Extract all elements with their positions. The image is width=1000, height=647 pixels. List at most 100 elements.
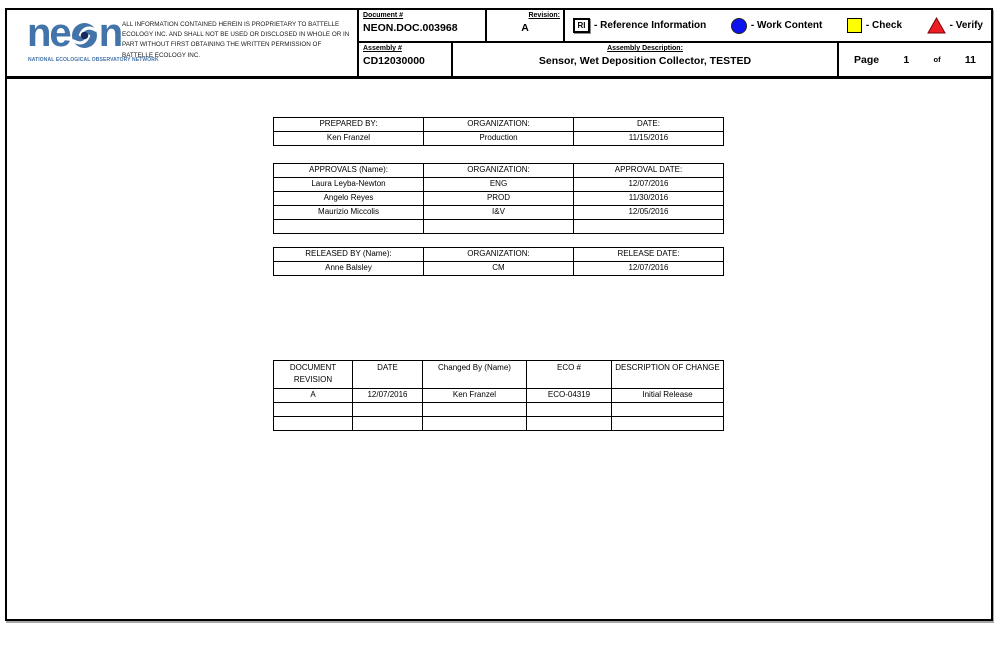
column-header: PREPARED BY: [273, 117, 424, 132]
column-header: ECO # [526, 360, 612, 389]
page-indicator: Page 1 of 11 [839, 43, 991, 76]
table-cell: Laura Leyba-Newton [273, 177, 424, 192]
page-current: 1 [903, 53, 910, 66]
table-cell [352, 416, 423, 431]
table-cell [611, 402, 724, 417]
table-cell: 11/30/2016 [573, 191, 724, 206]
table-cell: Anne Balsley [273, 261, 424, 276]
table-cell: 11/15/2016 [573, 131, 724, 146]
table-cell: Maurizio Miccolis [273, 205, 424, 220]
document-number-label: Document # [363, 12, 404, 19]
table-cell [273, 219, 424, 234]
column-header: ORGANIZATION: [423, 117, 574, 132]
reference-information-icon: RI [573, 18, 590, 33]
table-cell [573, 219, 724, 234]
table-cell: I&V [423, 205, 574, 220]
legend-label: - Reference Information [594, 20, 707, 31]
assembly-description-label: Assembly Description: [607, 45, 683, 52]
legend-label: - Work Content [750, 20, 823, 31]
legend-label: - Check [865, 20, 903, 31]
column-header: Changed By (Name) [422, 360, 527, 389]
table-cell: Initial Release [611, 388, 724, 403]
logo-text-end: n [98, 11, 123, 55]
table-cell: 12/07/2016 [573, 177, 724, 192]
legend-reference-information: RI - Reference Information [573, 18, 706, 33]
table-row [273, 416, 724, 431]
revision-history-table: DOCUMENT REVISION DATE Changed By (Name)… [273, 360, 724, 431]
legend-work-content: - Work Content [730, 17, 823, 34]
table-cell: Ken Franzel [422, 388, 527, 403]
revision-value: A [521, 22, 529, 34]
legend-check: - Check [846, 18, 903, 33]
legend-verify: - Verify [926, 16, 983, 34]
table-cell [422, 402, 527, 417]
table-cell: A [273, 388, 353, 403]
table-cell: CM [423, 261, 574, 276]
table-cell: 12/07/2016 [573, 261, 724, 276]
table-cell: Angelo Reyes [273, 191, 424, 206]
page-label: Page [854, 53, 880, 66]
page-total: 11 [964, 53, 976, 66]
table-cell: ECO-04319 [526, 388, 612, 403]
table-header-row: DOCUMENT REVISION DATE Changed By (Name)… [273, 360, 724, 389]
assembly-description-value: Sensor, Wet Deposition Collector, TESTED [538, 55, 752, 67]
symbol-legend: RI - Reference Information - Work Conten… [565, 10, 991, 43]
page-of-label: of [933, 55, 941, 64]
document-page: ne n NATIONAL ECOLOGICAL OBSERVATORY NET… [5, 8, 993, 621]
table-row [273, 402, 724, 417]
document-header: ne n NATIONAL ECOLOGICAL OBSERVATORY NET… [7, 10, 991, 79]
document-number-value: NEON.DOC.003968 [363, 22, 458, 34]
column-header: APPROVALS (Name): [273, 163, 424, 178]
prepared-by-table: PREPARED BY: ORGANIZATION: DATE: Ken Fra… [273, 117, 724, 146]
table-cell [273, 416, 353, 431]
table-cell [611, 416, 724, 431]
table-cell [526, 416, 612, 431]
column-header: DOCUMENT REVISION [273, 360, 353, 389]
table-cell [352, 402, 423, 417]
table-header-row: APPROVALS (Name): ORGANIZATION: APPROVAL… [273, 163, 724, 178]
table-cell: 12/07/2016 [352, 388, 423, 403]
assembly-description-cell: Assembly Description: Sensor, Wet Deposi… [453, 43, 839, 76]
table-row: A 12/07/2016 Ken Franzel ECO-04319 Initi… [273, 388, 724, 403]
table-cell [423, 219, 574, 234]
document-number-cell: Document # NEON.DOC.003968 [359, 10, 487, 43]
neon-swirl-icon [70, 22, 99, 49]
table-header-row: PREPARED BY: ORGANIZATION: DATE: [273, 117, 724, 132]
table-row: Laura Leyba-Newton ENG 12/07/2016 [273, 177, 724, 192]
assembly-number-cell: Assembly # CD12030000 [359, 43, 453, 76]
proprietary-notice: ALL INFORMATION CONTAINED HEREIN IS PROP… [122, 21, 350, 59]
check-square-icon [846, 18, 862, 33]
table-cell: PROD [423, 191, 574, 206]
table-row: Maurizio Miccolis I&V 12/05/2016 [273, 205, 724, 220]
logo-cell: ne n NATIONAL ECOLOGICAL OBSERVATORY NET… [7, 10, 359, 76]
column-header: RELEASE DATE: [573, 247, 724, 262]
table-cell [273, 402, 353, 417]
verify-triangle-icon [926, 16, 946, 34]
neon-logo: ne n [27, 11, 123, 55]
column-header: ORGANIZATION: [423, 247, 574, 262]
logo-text-start: ne [27, 11, 72, 55]
revision-label: Revision: [528, 12, 560, 19]
table-cell: 12/05/2016 [573, 205, 724, 220]
table-cell [422, 416, 527, 431]
table-cell [526, 402, 612, 417]
column-header: ORGANIZATION: [423, 163, 574, 178]
table-row: Ken Franzel Production 11/15/2016 [273, 131, 724, 146]
table-row: Angelo Reyes PROD 11/30/2016 [273, 191, 724, 206]
table-cell: Production [423, 131, 574, 146]
column-header: APPROVAL DATE: [573, 163, 724, 178]
table-cell: ENG [423, 177, 574, 192]
table-row [273, 219, 724, 234]
logo-tagline: NATIONAL ECOLOGICAL OBSERVATORY NETWORK [28, 57, 159, 63]
table-row: Anne Balsley CM 12/07/2016 [273, 261, 724, 276]
column-header: DESCRIPTION OF CHANGE [611, 360, 724, 389]
table-header-row: RELEASED BY (Name): ORGANIZATION: RELEAS… [273, 247, 724, 262]
table-cell: Ken Franzel [273, 131, 424, 146]
released-by-table: RELEASED BY (Name): ORGANIZATION: RELEAS… [273, 247, 724, 276]
column-header: DATE [352, 360, 423, 389]
revision-cell: Revision: A [487, 10, 565, 43]
assembly-number-label: Assembly # [363, 45, 402, 52]
assembly-number-value: CD12030000 [363, 55, 425, 67]
work-content-circle-icon [730, 17, 747, 34]
